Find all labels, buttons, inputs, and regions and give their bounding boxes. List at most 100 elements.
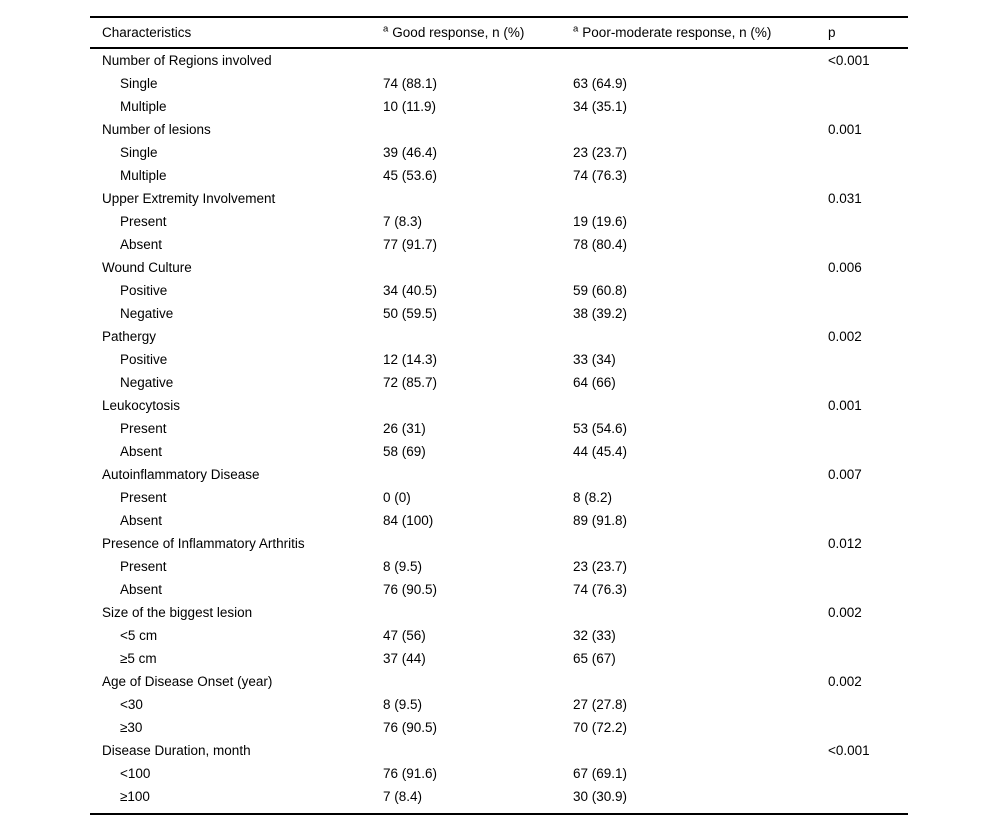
characteristic-cell: Number of lesions [102,122,211,137]
p-value-cell: 0.002 [828,329,862,344]
good-response-cell: 58 (69) [383,444,426,459]
poor-response-cell: 27 (27.8) [573,697,628,712]
col-header-poor-response-label: Poor-moderate response, n (%) [582,25,772,40]
poor-response-cell [573,670,828,693]
poor-response-cell: 8 (8.2) [573,490,613,505]
p-value-cell [828,555,908,578]
poor-response-cell: 63 (64.9) [573,76,628,91]
p-value-cell [828,693,908,716]
item-row: <30 8 (9.5) 27 (27.8) [90,693,908,716]
item-row: Absent 84 (100) 89 (91.8) [90,509,908,532]
poor-response-cell [573,256,828,279]
p-value-cell [828,210,908,233]
p-value-cell [828,762,908,785]
good-response-cell: 34 (40.5) [383,283,438,298]
poor-response-cell: 59 (60.8) [573,283,628,298]
characteristic-cell: Present [120,490,167,505]
p-value-cell [828,348,908,371]
poor-response-cell: 64 (66) [573,375,616,390]
characteristic-cell: Negative [120,375,174,390]
poor-response-cell: 32 (33) [573,628,616,643]
poor-response-cell: 74 (76.3) [573,168,628,183]
poor-response-cell: 23 (23.7) [573,559,628,574]
section-row: Number of lesions 0.001 [90,118,908,141]
section-row: Size of the biggest lesion 0.002 [90,601,908,624]
characteristic-cell: Negative [120,306,174,321]
characteristic-cell: Absent [120,582,163,597]
p-value-cell [828,417,908,440]
characteristic-cell: Multiple [120,168,167,183]
poor-response-cell: 38 (39.2) [573,306,628,321]
col-header-p-value: p [828,25,836,40]
good-response-cell [383,739,573,762]
p-value-cell [828,785,908,814]
item-row: Absent 58 (69) 44 (45.4) [90,440,908,463]
good-response-cell: 0 (0) [383,490,411,505]
characteristic-cell: Presence of Inflammatory Arthritis [102,536,305,551]
characteristic-cell: Pathergy [102,329,157,344]
poor-response-cell: 44 (45.4) [573,444,628,459]
good-response-cell [383,118,573,141]
poor-response-cell [573,187,828,210]
item-row: Positive 34 (40.5) 59 (60.8) [90,279,908,302]
poor-response-cell: 33 (34) [573,352,616,367]
poor-response-cell [573,325,828,348]
characteristic-cell: <30 [120,697,143,712]
p-value-cell: <0.001 [828,53,870,68]
section-row: Pathergy 0.002 [90,325,908,348]
good-response-cell: 50 (59.5) [383,306,438,321]
item-row: Present 0 (0) 8 (8.2) [90,486,908,509]
item-row: Single 74 (88.1) 63 (64.9) [90,72,908,95]
poor-response-cell: 65 (67) [573,651,616,666]
characteristic-cell: Autoinflammatory Disease [102,467,260,482]
item-row: ≥5 cm 37 (44) 65 (67) [90,647,908,670]
item-row: Multiple 10 (11.9) 34 (35.1) [90,95,908,118]
characteristic-cell: Present [120,559,167,574]
item-row: <100 76 (91.6) 67 (69.1) [90,762,908,785]
p-value-cell: 0.031 [828,191,862,206]
good-response-cell [383,256,573,279]
good-response-cell: 77 (91.7) [383,237,438,252]
characteristic-cell: Wound Culture [102,260,192,275]
characteristic-cell: Positive [120,352,168,367]
p-value-cell [828,233,908,256]
p-value-cell [828,279,908,302]
good-response-cell: 76 (90.5) [383,582,438,597]
poor-response-cell: 78 (80.4) [573,237,628,252]
poor-response-cell [573,118,828,141]
poor-response-cell [573,601,828,624]
section-row: Age of Disease Onset (year) 0.002 [90,670,908,693]
characteristic-cell: Present [120,421,167,436]
item-row: Absent 77 (91.7) 78 (80.4) [90,233,908,256]
characteristic-cell: Single [120,145,158,160]
item-row: Multiple 45 (53.6) 74 (76.3) [90,164,908,187]
poor-response-cell [573,394,828,417]
section-row: Autoinflammatory Disease 0.007 [90,463,908,486]
item-row: <5 cm 47 (56) 32 (33) [90,624,908,647]
item-row: Positive 12 (14.3) 33 (34) [90,348,908,371]
poor-response-cell: 19 (19.6) [573,214,628,229]
good-response-cell: 76 (90.5) [383,720,438,735]
poor-response-cell [573,463,828,486]
good-response-cell: 7 (8.3) [383,214,423,229]
p-value-cell [828,647,908,670]
good-response-cell [383,325,573,348]
poor-response-cell: 89 (91.8) [573,513,628,528]
p-value-cell [828,509,908,532]
item-row: Negative 50 (59.5) 38 (39.2) [90,302,908,325]
characteristic-cell: Disease Duration, month [102,743,251,758]
characteristic-cell: ≥5 cm [120,651,157,666]
good-response-cell: 12 (14.3) [383,352,438,367]
p-value-cell [828,716,908,739]
item-row: ≥30 76 (90.5) 70 (72.2) [90,716,908,739]
p-value-cell [828,624,908,647]
characteristic-cell: Single [120,76,158,91]
good-response-cell: 74 (88.1) [383,76,438,91]
item-row: Negative 72 (85.7) 64 (66) [90,371,908,394]
characteristic-cell: ≥100 [120,789,150,804]
good-response-cell: 39 (46.4) [383,145,438,160]
good-response-cell: 37 (44) [383,651,426,666]
section-row: Disease Duration, month <0.001 [90,739,908,762]
p-value-cell: 0.006 [828,260,862,275]
